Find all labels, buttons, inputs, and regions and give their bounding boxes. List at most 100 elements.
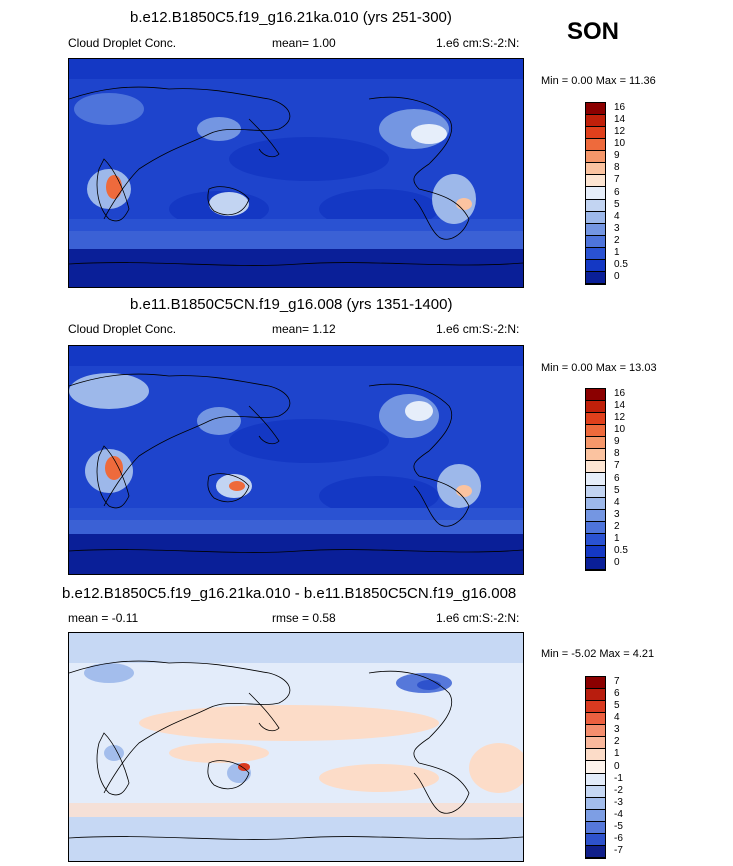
colorbar-tick-label: 5 — [614, 484, 620, 496]
colorbar-tick-label: 2 — [614, 234, 620, 246]
colorbar-swatch — [586, 247, 605, 260]
colorbar-tick-label: 7 — [614, 676, 620, 688]
colorbar-tick-label: 10 — [614, 424, 626, 436]
panel-2-map — [68, 345, 524, 575]
colorbar-tick-label: 1 — [614, 246, 620, 258]
colorbar-swatch — [586, 797, 605, 810]
colorbar-tick-label: 0.5 — [614, 258, 628, 270]
colorbar-swatch — [586, 845, 605, 858]
colorbar-swatch — [586, 425, 605, 438]
colorbar-swatch — [586, 175, 605, 188]
colorbar-tick-label: 3 — [614, 222, 620, 234]
panel-1-variable-label: Cloud Droplet Conc. — [68, 36, 177, 50]
colorbar-swatch — [586, 485, 605, 498]
colorbar-swatch — [586, 163, 605, 176]
panel-1-mean-label: mean= 1.00 — [272, 36, 336, 50]
colorbar-swatch — [586, 533, 605, 546]
colorbar-swatch — [586, 461, 605, 474]
colorbar-swatch — [586, 749, 605, 762]
panel-3-minmax: Min = -5.02 Max = 4.21 — [541, 648, 655, 660]
colorbar-tick-label: 12 — [614, 412, 626, 424]
colorbar-tick-label: 10 — [614, 138, 626, 150]
colorbar-swatch — [586, 809, 605, 822]
colorbar-swatch — [586, 761, 605, 774]
colorbar-swatch — [586, 545, 605, 558]
panel-3-rmse-label: rmse = 0.58 — [272, 611, 336, 625]
colorbar-swatch — [586, 259, 605, 272]
panel-1-units-label: 1.e6 cm:S:-2:N: — [436, 36, 520, 50]
colorbar-tick-label: 2 — [614, 736, 620, 748]
colorbar-tick-label: 4 — [614, 210, 620, 222]
panel-2-title: b.e11.B1850C5CN.f19_g16.008 (yrs 1351-14… — [130, 296, 453, 313]
panel-3-map — [68, 632, 524, 862]
colorbar-swatch — [586, 725, 605, 738]
colorbar-tick-label: 14 — [614, 114, 626, 126]
colorbar-tick-label: 16 — [614, 102, 626, 114]
colorbar-tick-label: 0 — [614, 760, 620, 772]
panel-2-colorbar — [585, 388, 606, 571]
colorbar-tick-label: 16 — [614, 388, 626, 400]
panel-3-title: b.e12.B1850C5.f19_g16.21ka.010 - b.e11.B… — [62, 585, 517, 602]
colorbar-swatch — [586, 127, 605, 140]
colorbar-tick-label: 8 — [614, 162, 620, 174]
colorbar-tick-label: 3 — [614, 724, 620, 736]
panel-1-map-svg — [69, 59, 523, 287]
colorbar-swatch — [586, 437, 605, 450]
panel-2-minmax: Min = 0.00 Max = 13.03 — [541, 362, 657, 374]
colorbar-tick-label: 5 — [614, 198, 620, 210]
panel-3-units-label: 1.e6 cm:S:-2:N: — [436, 611, 520, 625]
colorbar-tick-label: 8 — [614, 448, 620, 460]
panel-2-units-label: 1.e6 cm:S:-2:N: — [436, 322, 520, 336]
colorbar-tick-label: 5 — [614, 700, 620, 712]
panel-2-variable-label: Cloud Droplet Conc. — [68, 322, 177, 336]
colorbar-tick-label: 0 — [614, 557, 620, 568]
colorbar-swatch — [586, 713, 605, 726]
panel-1-title: b.e12.B1850C5.f19_g16.21ka.010 (yrs 251-… — [130, 9, 452, 26]
colorbar-swatch — [586, 557, 605, 570]
panel-3-map-svg — [69, 633, 523, 861]
colorbar-tick-label: -7 — [614, 845, 623, 856]
colorbar-swatch — [586, 389, 605, 402]
colorbar-tick-label: 12 — [614, 126, 626, 138]
colorbar-swatch — [586, 737, 605, 750]
panel-1-map — [68, 58, 524, 288]
colorbar-swatch — [586, 473, 605, 486]
colorbar-swatch — [586, 701, 605, 714]
colorbar-tick-label: -2 — [614, 784, 623, 796]
panel-1-minmax: Min = 0.00 Max = 11.36 — [541, 75, 656, 87]
colorbar-tick-label: 9 — [614, 150, 620, 162]
panel-2-map-svg — [69, 346, 523, 574]
colorbar-swatch — [586, 199, 605, 212]
colorbar-tick-label: 0 — [614, 271, 620, 282]
colorbar-tick-label: 4 — [614, 496, 620, 508]
colorbar-tick-label: 9 — [614, 436, 620, 448]
colorbar-tick-label: 6 — [614, 472, 620, 484]
colorbar-tick-label: 6 — [614, 688, 620, 700]
colorbar-tick-label: 7 — [614, 174, 620, 186]
colorbar-swatch — [586, 773, 605, 786]
colorbar-tick-label: -3 — [614, 796, 623, 808]
colorbar-swatch — [586, 115, 605, 128]
colorbar-swatch — [586, 211, 605, 224]
colorbar-tick-label: 6 — [614, 186, 620, 198]
colorbar-tick-label: 7 — [614, 460, 620, 472]
colorbar-swatch — [586, 821, 605, 834]
colorbar-swatch — [586, 401, 605, 414]
colorbar-tick-label: -5 — [614, 820, 623, 832]
colorbar-tick-label: -1 — [614, 772, 623, 784]
colorbar-swatch — [586, 833, 605, 846]
colorbar-swatch — [586, 271, 605, 284]
panel-1-colorbar — [585, 102, 606, 285]
colorbar-swatch — [586, 235, 605, 248]
colorbar-swatch — [586, 497, 605, 510]
colorbar-swatch — [586, 449, 605, 462]
panel-3-colorbar — [585, 676, 606, 859]
colorbar-tick-label: -4 — [614, 808, 623, 820]
colorbar-tick-label: 3 — [614, 508, 620, 520]
panel-2-mean-label: mean= 1.12 — [272, 322, 336, 336]
colorbar-tick-label: 0.5 — [614, 544, 628, 556]
colorbar-swatch — [586, 103, 605, 116]
colorbar-tick-label: 4 — [614, 712, 620, 724]
colorbar-swatch — [586, 521, 605, 534]
colorbar-tick-label: 1 — [614, 532, 620, 544]
